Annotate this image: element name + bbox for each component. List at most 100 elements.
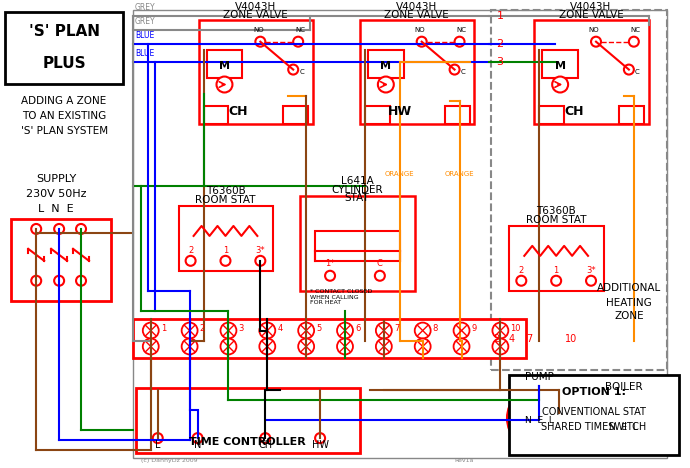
Text: 'S' PLAN SYSTEM: 'S' PLAN SYSTEM bbox=[21, 126, 108, 136]
Text: ROOM STAT: ROOM STAT bbox=[195, 195, 256, 205]
Text: (c) DannyDz 2009: (c) DannyDz 2009 bbox=[141, 458, 197, 463]
Circle shape bbox=[337, 338, 353, 354]
Circle shape bbox=[143, 338, 159, 354]
Text: ADDITIONAL: ADDITIONAL bbox=[597, 283, 661, 292]
Circle shape bbox=[450, 65, 460, 74]
Text: 2: 2 bbox=[188, 246, 193, 256]
Circle shape bbox=[605, 415, 615, 425]
Circle shape bbox=[507, 386, 571, 450]
Bar bbox=[368, 50, 404, 78]
Text: HEATING: HEATING bbox=[606, 298, 652, 307]
Circle shape bbox=[259, 322, 275, 338]
Text: 7: 7 bbox=[394, 324, 400, 333]
Text: Rev1a: Rev1a bbox=[455, 458, 474, 463]
Bar bbox=[179, 206, 273, 271]
Bar bbox=[133, 10, 667, 458]
Bar bbox=[206, 50, 242, 78]
Text: 2: 2 bbox=[519, 266, 524, 275]
Circle shape bbox=[547, 404, 555, 412]
Circle shape bbox=[315, 433, 325, 443]
Bar bbox=[520, 420, 538, 430]
Circle shape bbox=[76, 224, 86, 234]
Text: T6360B: T6360B bbox=[536, 206, 576, 216]
Circle shape bbox=[453, 338, 469, 354]
Text: 10: 10 bbox=[565, 335, 578, 344]
Circle shape bbox=[378, 77, 394, 93]
Bar bbox=[542, 420, 560, 430]
Text: L  N  E: L N E bbox=[39, 204, 74, 214]
Circle shape bbox=[624, 65, 634, 74]
Bar bbox=[444, 106, 469, 124]
Text: 3: 3 bbox=[496, 57, 504, 66]
Circle shape bbox=[586, 276, 596, 286]
Text: TIME CONTROLLER: TIME CONTROLLER bbox=[189, 437, 306, 447]
Text: C: C bbox=[635, 69, 640, 74]
Circle shape bbox=[54, 224, 64, 234]
Circle shape bbox=[221, 256, 230, 266]
Circle shape bbox=[186, 256, 195, 266]
Text: PUMP: PUMP bbox=[525, 373, 553, 382]
Text: CH: CH bbox=[564, 105, 584, 118]
Bar bbox=[204, 106, 228, 124]
Text: ORANGE: ORANGE bbox=[385, 171, 415, 177]
Text: 2: 2 bbox=[493, 335, 500, 344]
Bar bbox=[509, 226, 604, 291]
Text: 230V 50Hz: 230V 50Hz bbox=[26, 189, 86, 199]
Text: V4043H: V4043H bbox=[235, 2, 276, 12]
Bar bbox=[315, 231, 400, 261]
Circle shape bbox=[535, 404, 543, 412]
Text: 1: 1 bbox=[161, 324, 166, 333]
Text: N  E  L: N E L bbox=[525, 416, 553, 425]
Bar bbox=[360, 20, 475, 124]
Circle shape bbox=[493, 322, 509, 338]
Text: 1: 1 bbox=[553, 266, 559, 275]
Text: NC: NC bbox=[295, 27, 305, 33]
Text: CONVENTIONAL STAT: CONVENTIONAL STAT bbox=[542, 407, 646, 417]
Circle shape bbox=[298, 322, 314, 338]
Text: M: M bbox=[555, 60, 566, 71]
Circle shape bbox=[298, 338, 314, 354]
Circle shape bbox=[523, 404, 531, 412]
Text: 7: 7 bbox=[526, 335, 533, 344]
Text: L: L bbox=[155, 440, 161, 450]
Bar bbox=[300, 196, 415, 291]
Circle shape bbox=[417, 37, 426, 47]
Bar bbox=[509, 375, 679, 455]
Text: ZONE VALVE: ZONE VALVE bbox=[559, 10, 623, 20]
Bar bbox=[542, 50, 578, 78]
Circle shape bbox=[76, 276, 86, 286]
Text: 3*: 3* bbox=[255, 246, 265, 256]
Bar bbox=[136, 388, 360, 453]
Bar bbox=[133, 319, 526, 358]
Circle shape bbox=[552, 77, 568, 93]
Text: STAT: STAT bbox=[344, 193, 369, 203]
Text: V4043H: V4043H bbox=[571, 2, 611, 12]
Circle shape bbox=[415, 338, 431, 354]
Bar bbox=[539, 106, 564, 124]
Text: TO AN EXISTING: TO AN EXISTING bbox=[22, 111, 106, 121]
Circle shape bbox=[221, 338, 237, 354]
Text: NC: NC bbox=[457, 27, 466, 33]
Circle shape bbox=[143, 322, 159, 338]
Text: 5: 5 bbox=[316, 324, 322, 333]
Text: M: M bbox=[219, 60, 230, 71]
Text: 3*: 3* bbox=[586, 266, 596, 275]
Text: BLUE: BLUE bbox=[135, 31, 154, 40]
Text: ZONE VALVE: ZONE VALVE bbox=[223, 10, 288, 20]
Text: OPTION 1:: OPTION 1: bbox=[562, 388, 626, 397]
Text: NO: NO bbox=[253, 27, 264, 33]
Text: GREY: GREY bbox=[135, 17, 155, 26]
Text: SUPPLY: SUPPLY bbox=[36, 174, 77, 184]
Circle shape bbox=[455, 37, 464, 47]
Circle shape bbox=[293, 37, 303, 47]
Bar bbox=[199, 20, 313, 124]
Text: 1: 1 bbox=[496, 11, 504, 21]
Circle shape bbox=[591, 37, 601, 47]
Circle shape bbox=[493, 338, 509, 354]
Text: 3: 3 bbox=[239, 324, 244, 333]
Text: N  E  L: N E L bbox=[609, 423, 638, 432]
Circle shape bbox=[193, 433, 203, 443]
Text: C: C bbox=[460, 69, 465, 74]
Circle shape bbox=[54, 276, 64, 286]
Text: CH: CH bbox=[258, 440, 273, 450]
